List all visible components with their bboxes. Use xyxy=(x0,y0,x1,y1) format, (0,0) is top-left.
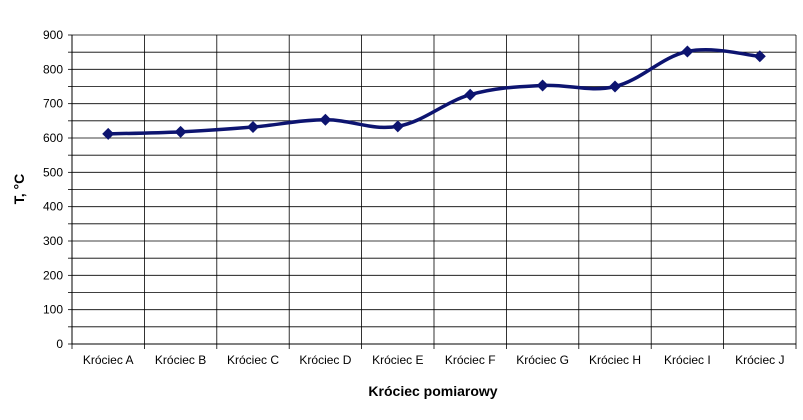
data-point-marker xyxy=(174,125,187,138)
data-point-marker xyxy=(247,121,259,134)
data-point-marker xyxy=(609,80,621,93)
series-line-path xyxy=(108,48,760,136)
x-tick-label: Króciec I xyxy=(664,353,711,367)
x-tick-label: Króciec D xyxy=(299,353,351,367)
x-tick-label: Króciec A xyxy=(83,353,134,367)
grid xyxy=(71,34,797,345)
x-axis-title: Króciec pomiarowy xyxy=(368,383,497,399)
x-tick-label: Króciec E xyxy=(372,353,423,367)
y-tick-label: 100 xyxy=(43,303,63,317)
axes xyxy=(68,34,797,349)
y-tick-label: 900 xyxy=(43,28,63,42)
y-tick-label: 400 xyxy=(43,200,63,214)
x-tick-label: Króciec C xyxy=(227,353,279,367)
data-point-marker xyxy=(536,79,549,92)
x-tick-label: Króciec H xyxy=(589,353,641,367)
y-tick-labels: 0 100 200 300 400 500 600 700 800 900 xyxy=(43,28,63,351)
data-point-marker xyxy=(102,127,115,140)
data-point-marker xyxy=(681,45,694,58)
data-point-marker xyxy=(753,50,766,63)
x-tick-label: Króciec F xyxy=(445,353,496,367)
x-tick-label: Króciec G xyxy=(516,353,569,367)
y-tick-label: 800 xyxy=(43,62,63,76)
x-tick-labels: Króciec A Króciec B Króciec C Króciec D Króc… xyxy=(83,353,785,367)
y-tick-label: 600 xyxy=(43,131,63,145)
y-tick-label: 200 xyxy=(43,268,63,282)
x-tick-label: Króciec B xyxy=(155,353,206,367)
y-tick-label: 0 xyxy=(56,337,63,351)
y-tick-label: 700 xyxy=(43,97,63,111)
y-tick-label: 500 xyxy=(43,165,63,179)
series-line xyxy=(108,48,760,136)
x-tick-label: Króciec J xyxy=(735,353,784,367)
data-point-marker xyxy=(391,120,404,133)
data-point-marker xyxy=(319,113,332,126)
y-tick-label: 300 xyxy=(43,234,63,248)
data-markers xyxy=(102,45,766,140)
data-point-marker xyxy=(464,88,477,101)
y-axis-title: T, °C xyxy=(11,174,27,205)
